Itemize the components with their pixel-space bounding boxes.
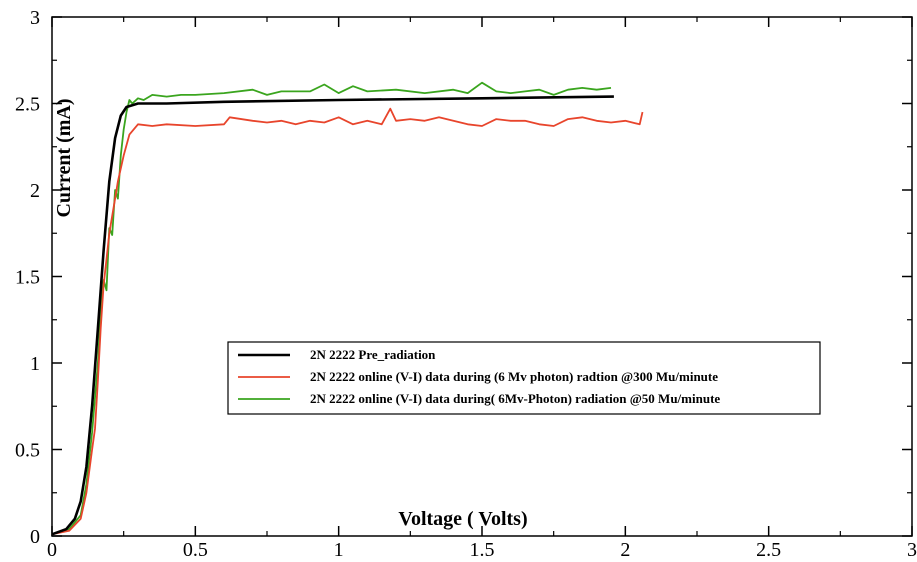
y-axis-label: Current (mA)	[53, 98, 75, 217]
legend-entry-label: 2N 2222 online (V-I) data during( 6Mv-Ph…	[310, 391, 720, 406]
y-tick-label: 1	[30, 353, 40, 375]
legend-entry-label: 2N 2222 Pre_radiation	[310, 347, 436, 362]
x-tick-label: 3	[907, 539, 917, 561]
y-tick-label: 3	[30, 7, 40, 29]
tick-labels: 0 0.5 1 1.5 2 2.5 3 0 0.5 1 1.5 2 2.5 3	[15, 7, 917, 561]
x-tick-label: 0	[47, 539, 57, 561]
y-tick-label: 2.5	[15, 94, 40, 116]
y-tick-label: 2	[30, 180, 40, 202]
x-axis-label: Voltage ( Volts)	[398, 508, 527, 530]
x-tick-label: 2	[620, 539, 630, 561]
y-tick-label: 0.5	[15, 440, 40, 462]
x-tick-label: 2.5	[756, 539, 781, 561]
x-tick-label: 1	[334, 539, 344, 561]
legend: 2N 2222 Pre_radiation 2N 2222 online (V-I…	[227, 341, 821, 415]
series-line-3	[51, 81, 612, 536]
legend-entry-label: 2N 2222 online (V-I) data during (6 Mv p…	[310, 369, 718, 384]
series-line-2	[51, 107, 644, 536]
legend-box	[227, 341, 821, 415]
y-tick-label: 1.5	[15, 267, 40, 289]
series-line-1	[51, 95, 614, 536]
x-tick-label: 0.5	[183, 539, 208, 561]
series-lines	[51, 81, 644, 536]
x-tick-label: 1.5	[470, 539, 495, 561]
y-tick-label: 0	[30, 526, 40, 548]
